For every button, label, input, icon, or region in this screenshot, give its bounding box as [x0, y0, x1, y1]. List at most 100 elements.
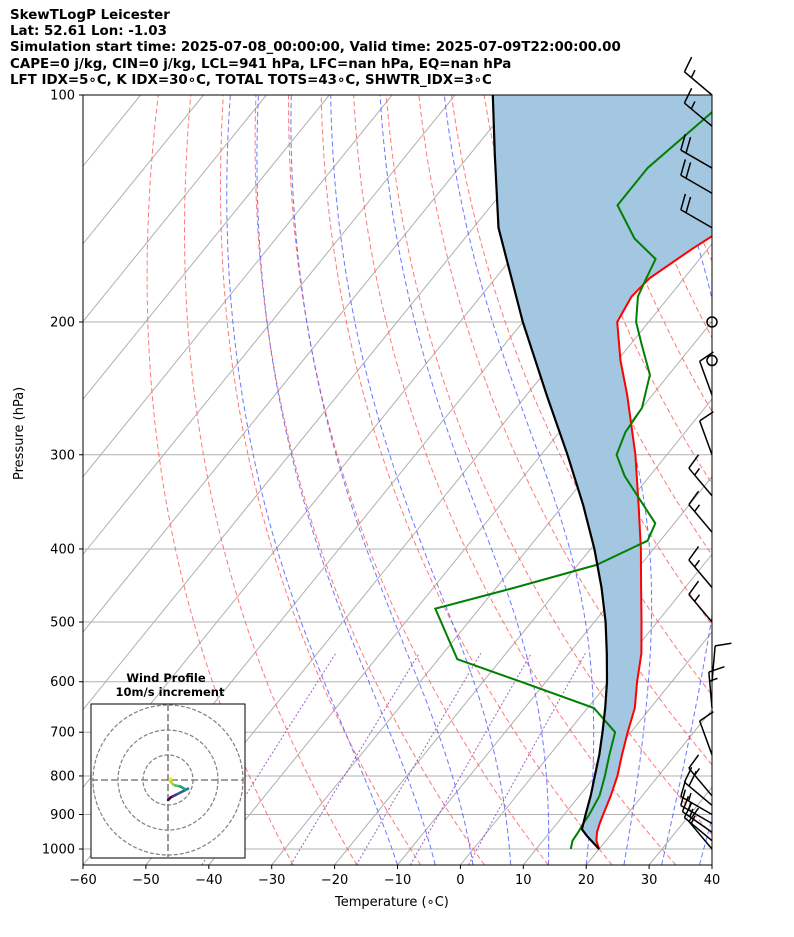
barb-staff — [688, 767, 713, 797]
wind-barb — [688, 454, 713, 497]
barb-flag — [699, 411, 714, 422]
barb-flag — [688, 807, 700, 822]
barb-half-flag — [690, 101, 696, 110]
temperature-profile — [595, 234, 712, 850]
simulation-times: Simulation start time: 2025-07-08_00:00:… — [10, 40, 621, 56]
dry-adiabat — [385, 95, 712, 836]
y-tick-label: 200 — [50, 315, 75, 330]
mixing-ratio-line — [468, 653, 586, 865]
barb-half-flag — [689, 808, 694, 818]
x-tick-label: −50 — [132, 873, 159, 888]
barb-flag — [683, 56, 693, 73]
barb-flag — [683, 87, 693, 104]
wind-barb — [680, 159, 713, 194]
wind-barb — [688, 580, 713, 623]
wind-barb — [680, 193, 713, 229]
isotherm-line — [83, 95, 204, 245]
barb-staff — [708, 672, 713, 709]
wind-barb — [681, 795, 713, 833]
wind-barb — [683, 56, 713, 96]
barb-flag — [688, 454, 700, 469]
barb-flag — [715, 642, 732, 647]
barb-flag — [688, 546, 700, 561]
cape-shading — [492, 95, 712, 849]
barb-half-flag — [694, 559, 701, 568]
barb-staff — [682, 810, 713, 833]
barb-flag — [688, 754, 700, 769]
dry-adiabat — [146, 95, 294, 865]
dry-adiabat — [320, 95, 613, 865]
isotherm-line — [0, 95, 78, 865]
x-tick-label: −40 — [195, 873, 222, 888]
barb-flag — [699, 351, 714, 362]
barb-flag — [680, 193, 687, 210]
hodograph-subtitle: 10m/s increment — [116, 685, 225, 699]
barb-half-flag — [709, 677, 718, 682]
moist-adiabat — [256, 95, 436, 865]
calm-wind-circle — [706, 316, 718, 328]
wind-barb — [688, 754, 713, 797]
barb-staff — [688, 820, 713, 850]
moist-adiabat — [651, 95, 712, 865]
barb-half-flag — [690, 69, 696, 78]
dewpoint-profile — [433, 110, 712, 850]
moist-adiabat — [379, 95, 550, 865]
moist-adiabat — [330, 95, 512, 865]
barb-staff — [688, 593, 713, 623]
mixing-ratio-line — [290, 653, 420, 865]
x-tick-label: 20 — [578, 873, 595, 888]
y-tick-label: 1000 — [42, 843, 75, 858]
y-tick-label: 400 — [50, 542, 75, 557]
isotherm-line — [83, 95, 267, 323]
mixing-ratio-line — [355, 653, 482, 865]
isotherm-line — [460, 553, 712, 865]
x-tick-label: −20 — [321, 873, 348, 888]
barb-flag — [688, 580, 700, 595]
wind-barb — [688, 807, 713, 850]
y-tick-label: 300 — [50, 448, 75, 463]
dry-adiabat — [745, 95, 794, 865]
wind-barb — [711, 642, 732, 682]
barb-staff — [688, 467, 713, 497]
wind-barb — [698, 711, 714, 756]
isotherm-line — [334, 398, 712, 865]
isotherm-line — [83, 95, 582, 711]
dry-adiabat — [777, 95, 794, 865]
dry-adiabat — [711, 95, 712, 97]
wind-barb — [680, 134, 713, 169]
wind-barb — [698, 411, 714, 456]
wind-barb — [688, 490, 713, 533]
barb-half-flag — [687, 801, 692, 811]
dry-adiabat — [450, 95, 712, 696]
barb-flag — [708, 666, 725, 673]
x-tick-label: 40 — [704, 873, 721, 888]
isotherm-line — [775, 95, 794, 865]
y-tick-label: 700 — [50, 726, 75, 741]
barb-staff — [683, 102, 713, 127]
barb-half-flag — [694, 467, 701, 476]
barb-half-flag — [687, 792, 692, 802]
isotherm-line — [83, 95, 330, 400]
x-tick-label: −30 — [258, 873, 285, 888]
barb-flag — [685, 196, 692, 213]
barb-staff — [698, 720, 713, 756]
isotherm-line — [83, 95, 519, 633]
barb-staff — [698, 360, 713, 396]
wind-barb — [680, 780, 713, 816]
stability-indices-2: LFT IDX=5∘C, K IDX=30∘C, TOTAL TOTS=43∘C… — [10, 72, 492, 88]
wind-barb — [688, 546, 713, 589]
y-tick-label: 500 — [50, 616, 75, 631]
barb-flag — [680, 780, 687, 797]
barb-half-flag — [694, 768, 701, 776]
wind-barb — [706, 316, 718, 328]
mixing-ratio-line — [409, 653, 532, 865]
barb-flag — [685, 162, 692, 179]
hodograph-title: Wind Profile — [126, 671, 206, 685]
barb-flag — [688, 490, 700, 506]
y-tick-label: 100 — [50, 89, 75, 104]
barb-flag — [680, 159, 687, 176]
barb-staff — [683, 71, 713, 96]
x-axis-label: Temperature (∘C) — [335, 895, 449, 910]
